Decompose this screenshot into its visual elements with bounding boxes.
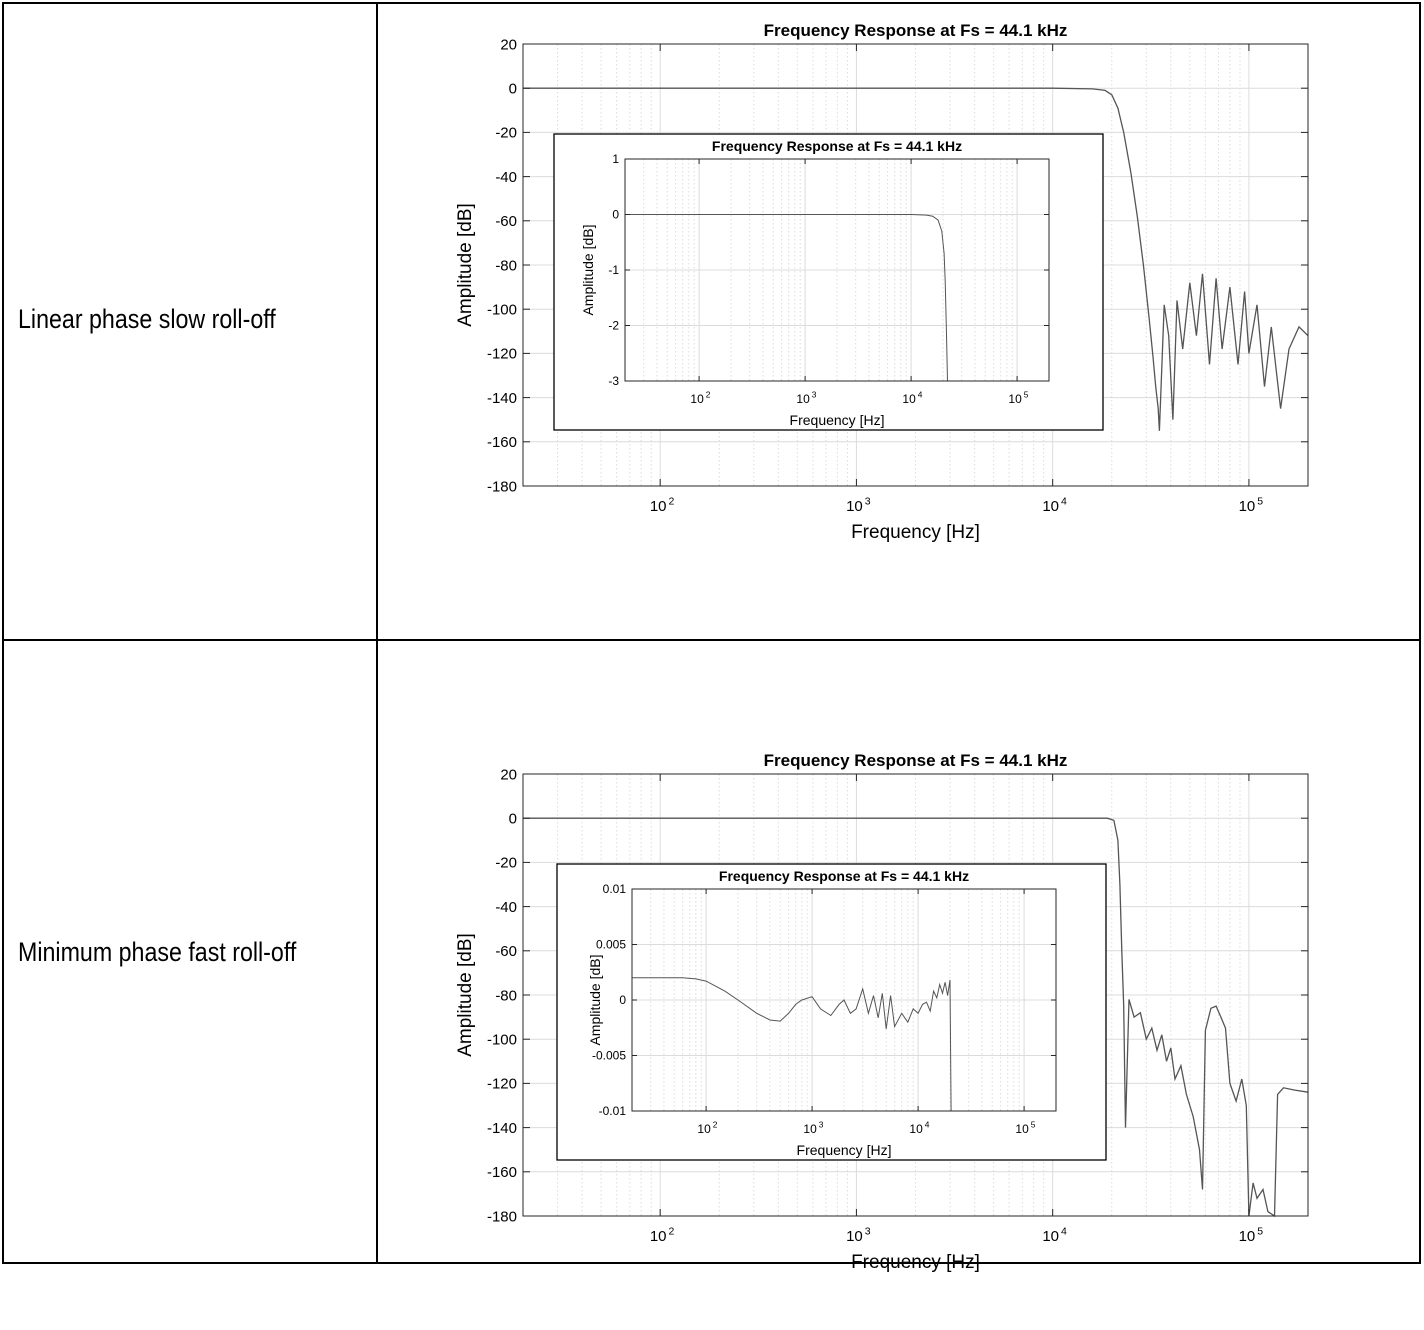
main-y-tick-label: -120: [487, 1076, 517, 1093]
inset-x-tick-label: 10: [690, 392, 704, 406]
main-y-tick-label: -180: [487, 1208, 517, 1225]
inset-x-tick-label: 10: [803, 1122, 817, 1136]
main-y-tick-label: 0: [509, 80, 517, 97]
inset-x-tick-exponent: 2: [713, 1120, 718, 1130]
main-chart-title: Frequency Response at Fs = 44.1 kHz: [764, 21, 1068, 40]
main-y-tick-label: -180: [487, 478, 517, 495]
main-x-tick-exponent: 3: [865, 1225, 871, 1237]
inset-chart-title: Frequency Response at Fs = 44.1 kHz: [719, 868, 969, 884]
inset-y-tick-label: -3: [608, 374, 619, 388]
inset-x-tick-exponent: 3: [812, 390, 817, 400]
inset-y-tick-label: 0.005: [596, 938, 626, 952]
main-chart-title: Frequency Response at Fs = 44.1 kHz: [764, 751, 1068, 770]
main-x-tick-label: 10: [846, 1228, 863, 1245]
main-y-tick-label: -20: [495, 855, 517, 872]
row-divider: [2, 639, 1421, 641]
main-response-curve: [523, 817, 1309, 1218]
main-y-tick-label: -160: [487, 1164, 517, 1181]
inset-x-tick-label: 10: [909, 1122, 923, 1136]
inset-response-curve: [625, 214, 948, 382]
main-y-tick-label: 0: [509, 810, 517, 827]
inset-x-tick-exponent: 5: [1024, 390, 1029, 400]
main-x-tick-label: 10: [1042, 1228, 1059, 1245]
main-y-tick-label: 20: [500, 766, 517, 783]
inset-x-tick-label: 10: [1008, 392, 1022, 406]
main-y-tick-label: -160: [487, 434, 517, 451]
main-y-tick-label: -20: [495, 125, 517, 142]
inset-x-tick-exponent: 3: [819, 1120, 824, 1130]
main-response-curve: [523, 87, 1309, 431]
row-label-linear-phase: Linear phase slow roll-off: [18, 304, 276, 334]
main-y-tick-label: 20: [500, 36, 517, 53]
inset-x-tick-exponent: 5: [1031, 1120, 1036, 1130]
main-y-tick-label: -140: [487, 390, 517, 407]
inset-y-tick-label: -0.01: [599, 1104, 627, 1118]
row-label-minimum-phase: Minimum phase fast roll-off: [18, 937, 297, 967]
inset-x-tick-exponent: 4: [918, 390, 923, 400]
inset-y-axis-label: Amplitude [dB]: [580, 224, 596, 315]
inset-y-tick-label: 0.01: [603, 882, 627, 896]
main-x-tick-exponent: 2: [669, 1225, 675, 1237]
main-x-axis-label: Frequency [Hz]: [851, 1252, 980, 1273]
main-y-tick-label: -120: [487, 346, 517, 363]
main-y-tick-label: -100: [487, 1031, 517, 1048]
inset-x-tick-label: 10: [697, 1122, 711, 1136]
inset-x-tick-label: 10: [796, 392, 810, 406]
inset-x-axis-label: Frequency [Hz]: [790, 412, 885, 428]
main-y-tick-label: -40: [495, 899, 517, 916]
main-x-tick-label: 10: [1239, 1228, 1256, 1245]
main-y-tick-label: -40: [495, 169, 517, 186]
table-frame: [2, 2, 1421, 1264]
main-x-tick-exponent: 4: [1061, 495, 1067, 507]
main-x-tick-exponent: 5: [1257, 495, 1263, 507]
main-y-tick-label: -100: [487, 301, 517, 318]
main-y-tick-label: -80: [495, 257, 517, 274]
main-x-tick-exponent: 4: [1061, 1225, 1067, 1237]
main-x-tick-exponent: 2: [669, 495, 675, 507]
inset-response-curve: [632, 977, 953, 1112]
main-x-tick-exponent: 5: [1257, 1225, 1263, 1237]
inset-x-axis-label: Frequency [Hz]: [797, 1142, 892, 1158]
main-y-axis-label: Amplitude [dB]: [455, 203, 476, 327]
inset-y-tick-label: -1: [608, 263, 619, 277]
inset-x-tick-exponent: 4: [925, 1120, 930, 1130]
main-y-tick-label: -80: [495, 987, 517, 1004]
main-x-tick-label: 10: [650, 1228, 667, 1245]
main-x-tick-label: 10: [1239, 498, 1256, 515]
inset-y-tick-label: 1: [612, 152, 619, 166]
main-y-tick-label: -60: [495, 213, 517, 230]
main-x-tick-exponent: 3: [865, 495, 871, 507]
main-x-tick-label: 10: [1042, 498, 1059, 515]
main-y-tick-label: -60: [495, 943, 517, 960]
main-x-axis-label: Frequency [Hz]: [851, 522, 980, 543]
inset-y-tick-label: -2: [608, 319, 619, 333]
main-x-tick-label: 10: [846, 498, 863, 515]
main-x-tick-label: 10: [650, 498, 667, 515]
inset-x-tick-exponent: 2: [706, 390, 711, 400]
inset-y-tick-label: -0.005: [592, 1049, 626, 1063]
inset-chart-title: Frequency Response at Fs = 44.1 kHz: [712, 138, 962, 154]
inset-y-axis-label: Amplitude [dB]: [587, 954, 603, 1045]
main-y-axis-label: Amplitude [dB]: [455, 933, 476, 1057]
inset-x-tick-label: 10: [1015, 1122, 1029, 1136]
inset-x-tick-label: 10: [902, 392, 916, 406]
inset-y-tick-label: 0: [619, 993, 626, 1007]
inset-y-tick-label: 0: [612, 208, 619, 222]
main-y-tick-label: -140: [487, 1120, 517, 1137]
column-divider: [376, 2, 378, 1264]
